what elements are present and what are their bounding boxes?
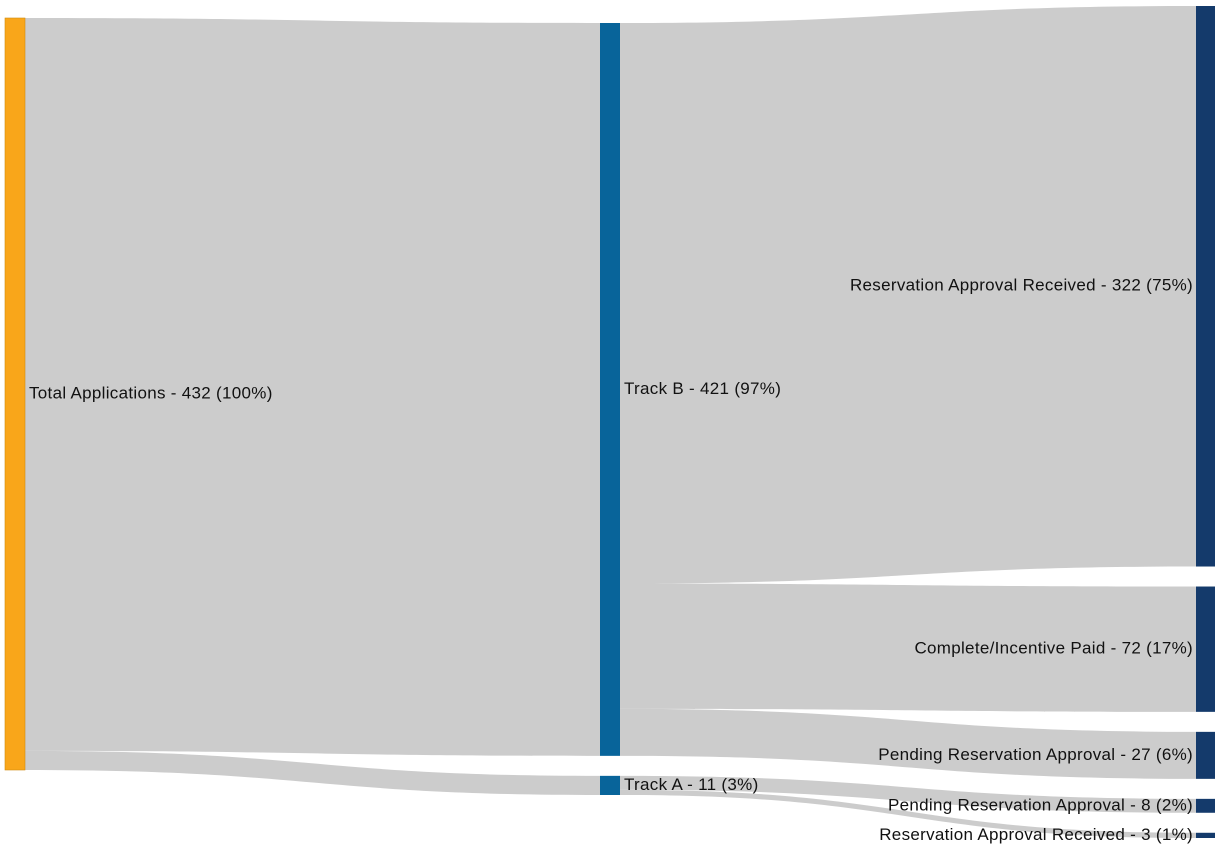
node-a_rar	[1196, 832, 1215, 838]
node-b_rar	[1196, 6, 1215, 567]
link-trackA-a_rar	[620, 789, 1196, 838]
label-b_cip: Complete/Incentive Paid - 72 (17%)	[914, 639, 1193, 658]
label-b_rar: Reservation Approval Received - 322 (75%…	[850, 276, 1193, 295]
node-total	[4, 17, 26, 771]
sankey-nodes	[4, 6, 1215, 838]
link-total-trackA	[25, 750, 600, 795]
link-trackB-b_rar	[620, 6, 1196, 584]
node-trackB	[600, 23, 620, 756]
node-b_cip	[1196, 586, 1215, 712]
sankey-labels: Total Applications - 432 (100%) Track B -…	[29, 276, 1193, 844]
node-a_pra	[1196, 798, 1215, 813]
label-trackB: Track B - 421 (97%)	[624, 379, 781, 398]
label-total: Total Applications - 432 (100%)	[29, 383, 273, 402]
link-trackB-b_pra	[620, 708, 1196, 779]
sankey-links	[25, 6, 1196, 838]
node-b_pra	[1196, 731, 1215, 779]
link-trackA-a_pra	[620, 775, 1196, 813]
node-trackA	[600, 775, 620, 795]
label-trackA: Track A - 11 (3%)	[624, 775, 759, 794]
link-trackB-b_cip	[620, 583, 1196, 712]
label-a_rar: Reservation Approval Received - 3 (1%)	[879, 825, 1193, 844]
link-total-trackB	[25, 18, 600, 756]
label-a_pra: Pending Reservation Approval - 8 (2%)	[888, 795, 1193, 814]
label-b_pra: Pending Reservation Approval - 27 (6%)	[878, 745, 1193, 764]
